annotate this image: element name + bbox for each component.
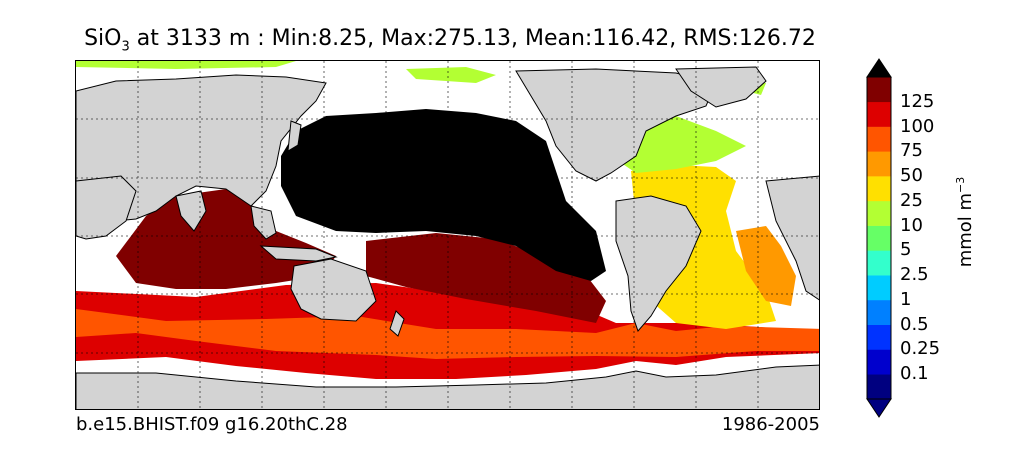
south-atlantic-orange (736, 226, 796, 306)
colorbar-bin (867, 200, 891, 226)
year-range-label: 1986-2005 (721, 414, 820, 435)
colorbar-tick-label: 1 (900, 288, 912, 310)
colorbar-tick-label: 10 (900, 214, 923, 236)
arctic-green-1 (76, 61, 296, 69)
pacific-black (281, 109, 606, 281)
colorbar-tick-label: 5 (900, 239, 912, 261)
africa-land (76, 175, 137, 240)
map-title: SiO3 at 3133 m : Min:8.25, Max:275.13, M… (84, 26, 816, 55)
pacific-darkred-band (366, 233, 606, 323)
colorbar-tick-label: 2.5 (900, 264, 929, 286)
colorbar-bin (867, 101, 891, 127)
colorbar (866, 58, 892, 418)
arctic-green-2 (406, 67, 496, 83)
case-name-label: b.e15.BHIST.f09 g16.20thC.28 (76, 414, 348, 435)
new-zealand-land (389, 310, 405, 337)
colorbar-bin (867, 176, 891, 202)
colorbar-bin (867, 250, 891, 276)
colorbar-bin (867, 151, 891, 177)
south-america-land (615, 195, 702, 332)
colorbar-tick-label: 100 (900, 115, 935, 137)
colorbar-bin (867, 126, 891, 152)
colorbar-under-triangle (866, 398, 892, 418)
colorbar-bin (867, 299, 891, 325)
colorbar-units-label: mmol m−3 (954, 176, 976, 268)
colorbar-tick-label: 0.5 (900, 313, 929, 335)
colorbar-over-triangle (866, 58, 892, 78)
colorbar-bin (867, 275, 891, 301)
colorbar-tick-label: 125 (900, 90, 935, 112)
eurasia-land (76, 74, 327, 222)
africa-west-land (765, 175, 819, 301)
colorbar-tick-label: 50 (900, 165, 923, 187)
indonesia-land (259, 245, 338, 262)
japan-land (287, 120, 302, 152)
indian-darkred (116, 189, 336, 289)
colorbar-bin (867, 77, 891, 103)
ocean-map (75, 60, 820, 410)
colorbar-tick-label: 0.25 (900, 338, 941, 360)
colorbar-bin (867, 349, 891, 375)
australia-land (290, 258, 377, 322)
colorbar-bin (867, 374, 891, 400)
greenland-land (675, 66, 767, 108)
colorbar-tick-label: 75 (900, 140, 923, 162)
colorbar-bin (867, 225, 891, 251)
antarctica-land (76, 364, 819, 409)
colorbar-tick-label: 0.1 (900, 363, 929, 385)
colorbar-bin (867, 324, 891, 350)
colorbar-tick-label: 25 (900, 189, 923, 211)
